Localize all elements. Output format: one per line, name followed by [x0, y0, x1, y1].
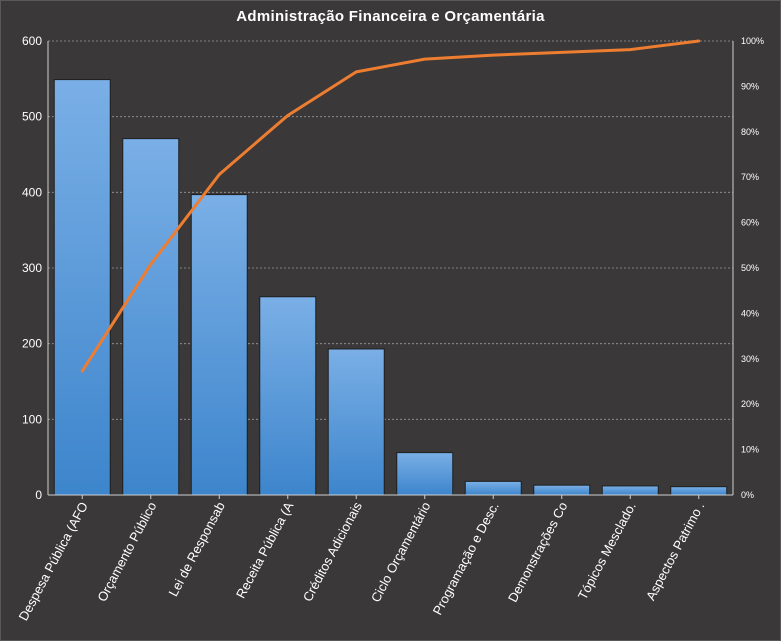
x-tick-label: Tópicos Mesclado.: [575, 499, 639, 602]
bar: [190, 194, 248, 496]
x-tick-label: Receita Pública (A: [233, 499, 297, 601]
y2-tick-label: 10%: [741, 445, 759, 455]
x-tick-label: Aspectos Patrimo .: [643, 499, 707, 602]
y2-tick-label: 40%: [741, 308, 759, 318]
x-tick-label: Orçamento Público: [94, 499, 159, 604]
y2-tick-label: 0%: [741, 490, 754, 500]
y2-tick-label: 20%: [741, 399, 759, 409]
bar: [464, 480, 522, 496]
y2-tick-label: 80%: [741, 127, 759, 137]
bar: [601, 485, 659, 496]
bar: [259, 296, 317, 496]
y2-tick-label: 60%: [741, 218, 759, 228]
x-tick-label: Programação e Desc.: [430, 499, 502, 617]
cumulative-percent-line: [80, 39, 701, 373]
y-tick-label: 0: [35, 488, 42, 502]
y-tick-label: 100: [22, 412, 42, 426]
bar: [670, 486, 728, 496]
y-tick-label: 600: [22, 34, 42, 48]
bars: [53, 79, 728, 496]
x-tick-label: Ciclo Orçamentário: [368, 499, 433, 604]
x-tick-label: Créditos Adicionais: [300, 499, 365, 604]
y2-tick-label: 90%: [741, 81, 759, 91]
x-tick-label: Despesa Pública (AFO: [16, 499, 91, 623]
bar: [533, 484, 591, 496]
bar: [327, 348, 385, 496]
y-tick-label: 300: [22, 261, 42, 275]
bar: [396, 452, 454, 496]
x-tick-label: Demonstrações Co: [505, 499, 570, 604]
y-tick-label: 200: [22, 337, 42, 351]
y2-tick-label: 30%: [741, 354, 759, 364]
y-tick-label: 500: [22, 110, 42, 124]
bar: [122, 138, 180, 496]
y-tick-label: 400: [22, 185, 42, 199]
y2-tick-label: 100%: [741, 36, 764, 46]
y2-tick-label: 50%: [741, 263, 759, 273]
bar: [53, 79, 111, 496]
x-tick-label: Lei de Responsab: [165, 499, 227, 599]
y2-tick-label: 70%: [741, 172, 759, 182]
chart-title: Administração Financeira e Orçamentária: [236, 8, 545, 25]
cumulative-line: [80, 39, 701, 373]
